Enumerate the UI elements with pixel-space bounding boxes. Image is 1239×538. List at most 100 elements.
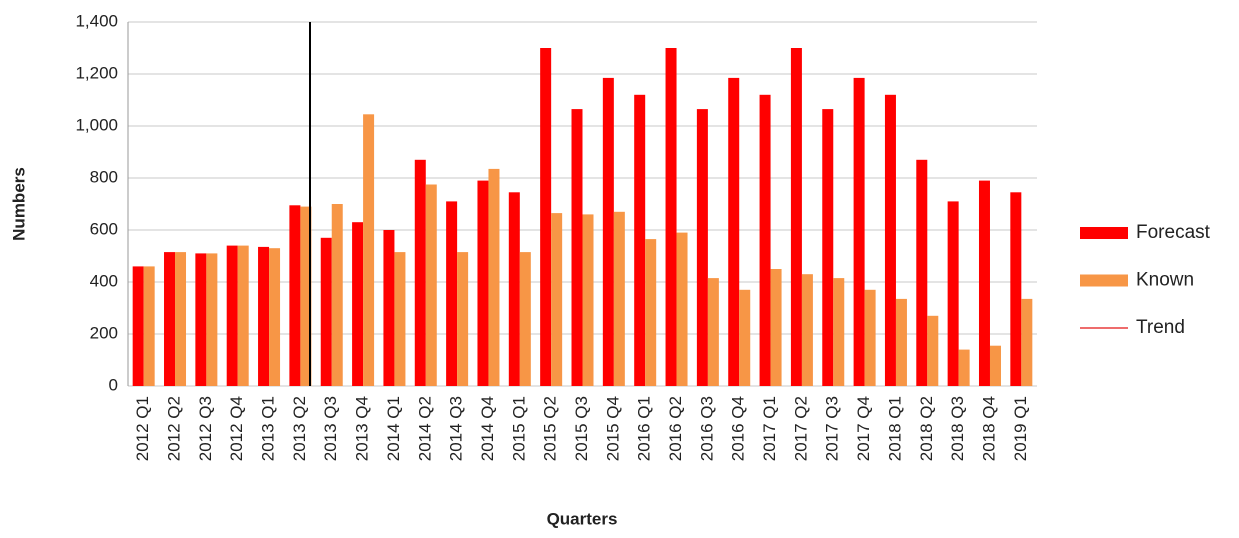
x-tick-label: 2016 Q4 — [729, 396, 748, 461]
bar — [853, 77, 865, 387]
bar — [164, 252, 176, 386]
x-tick-label: 2013 Q1 — [259, 396, 278, 461]
bar — [978, 180, 990, 386]
bar — [728, 77, 740, 387]
y-tick-label: 1,200 — [75, 63, 118, 82]
y-tick-label: 800 — [90, 167, 118, 186]
x-tick-label: 2012 Q1 — [133, 396, 152, 461]
y-tick-label: 400 — [90, 271, 118, 290]
bar — [226, 245, 238, 386]
bar — [269, 248, 281, 386]
x-tick-label: 2017 Q1 — [760, 396, 779, 461]
x-tick-label: 2018 Q3 — [948, 396, 967, 461]
bar — [540, 48, 552, 386]
bar — [790, 48, 802, 386]
legend-label: Trend — [1136, 317, 1185, 338]
bar — [665, 48, 677, 386]
bar — [833, 278, 845, 386]
bar — [927, 315, 939, 386]
x-tick-label: 2015 Q3 — [572, 396, 591, 461]
x-tick-label: 2015 Q2 — [541, 396, 560, 461]
bar — [195, 253, 207, 386]
bar — [175, 252, 187, 386]
x-tick-label: 2017 Q3 — [823, 396, 842, 461]
x-axis-title: Quarters — [547, 509, 618, 528]
y-tick-label: 0 — [109, 375, 118, 394]
bar — [707, 278, 719, 386]
x-tick-label: 2018 Q2 — [917, 396, 936, 461]
x-tick-label: 2015 Q4 — [603, 396, 622, 461]
x-tick-label: 2018 Q1 — [885, 396, 904, 461]
bar — [770, 269, 782, 386]
bar — [394, 252, 406, 386]
bar — [602, 77, 614, 387]
bar — [363, 114, 375, 387]
x-tick-label: 2019 Q1 — [1011, 396, 1030, 461]
bar — [958, 349, 970, 386]
x-tick-label: 2012 Q4 — [227, 396, 246, 461]
y-tick-label: 1,000 — [75, 115, 118, 134]
legend-swatch — [1080, 274, 1128, 287]
bar — [414, 159, 426, 386]
y-tick-label: 200 — [90, 323, 118, 342]
bar — [508, 192, 520, 386]
bar — [989, 345, 1001, 386]
bar — [645, 239, 657, 386]
bar — [895, 298, 907, 386]
bar — [352, 222, 364, 386]
bar — [383, 230, 395, 386]
bar — [582, 214, 594, 386]
bar — [457, 252, 469, 386]
bar — [488, 168, 500, 386]
bar — [300, 206, 312, 386]
bar — [258, 246, 270, 386]
bar — [1010, 192, 1022, 386]
x-tick-label: 2017 Q4 — [854, 396, 873, 461]
bar — [132, 266, 144, 386]
x-tick-label: 2018 Q4 — [979, 396, 998, 461]
legend-swatch — [1080, 227, 1128, 239]
legend-label: Forecast — [1136, 222, 1211, 243]
bar — [801, 274, 813, 386]
bar — [822, 109, 834, 386]
bar — [477, 180, 489, 386]
bar — [331, 204, 343, 386]
bar — [916, 159, 928, 386]
x-tick-label: 2015 Q1 — [509, 396, 528, 461]
bar — [696, 109, 708, 386]
y-axis-title: Numbers — [9, 167, 28, 241]
x-tick-label: 2014 Q4 — [478, 396, 497, 461]
bar — [446, 201, 458, 386]
x-tick-label: 2016 Q3 — [697, 396, 716, 461]
x-tick-label: 2013 Q4 — [353, 396, 372, 461]
bar — [676, 232, 688, 386]
bar — [143, 266, 155, 386]
x-tick-label: 2014 Q2 — [415, 396, 434, 461]
x-tick-label: 2014 Q3 — [447, 396, 466, 461]
x-tick-label: 2017 Q2 — [791, 396, 810, 461]
bar — [884, 94, 896, 387]
bar — [320, 237, 332, 386]
bar — [634, 94, 646, 387]
x-tick-label: 2012 Q3 — [196, 396, 215, 461]
x-tick-label: 2013 Q3 — [321, 396, 340, 461]
y-tick-label: 600 — [90, 219, 118, 238]
legend-label: Known — [1136, 270, 1194, 291]
x-tick-label: 2012 Q2 — [165, 396, 184, 461]
bar — [864, 289, 876, 386]
bar — [947, 201, 959, 386]
bar — [289, 205, 301, 386]
bar — [1021, 298, 1033, 386]
x-tick-label: 2014 Q1 — [384, 396, 403, 461]
x-tick-label: 2016 Q1 — [635, 396, 654, 461]
bar — [206, 253, 218, 386]
bar — [613, 211, 625, 386]
bar — [739, 289, 751, 386]
bar — [759, 94, 771, 387]
x-tick-label: 2016 Q2 — [666, 396, 685, 461]
y-tick-label: 1,400 — [75, 11, 118, 30]
bar — [237, 245, 249, 386]
bar — [571, 109, 583, 386]
x-tick-label: 2013 Q2 — [290, 396, 309, 461]
